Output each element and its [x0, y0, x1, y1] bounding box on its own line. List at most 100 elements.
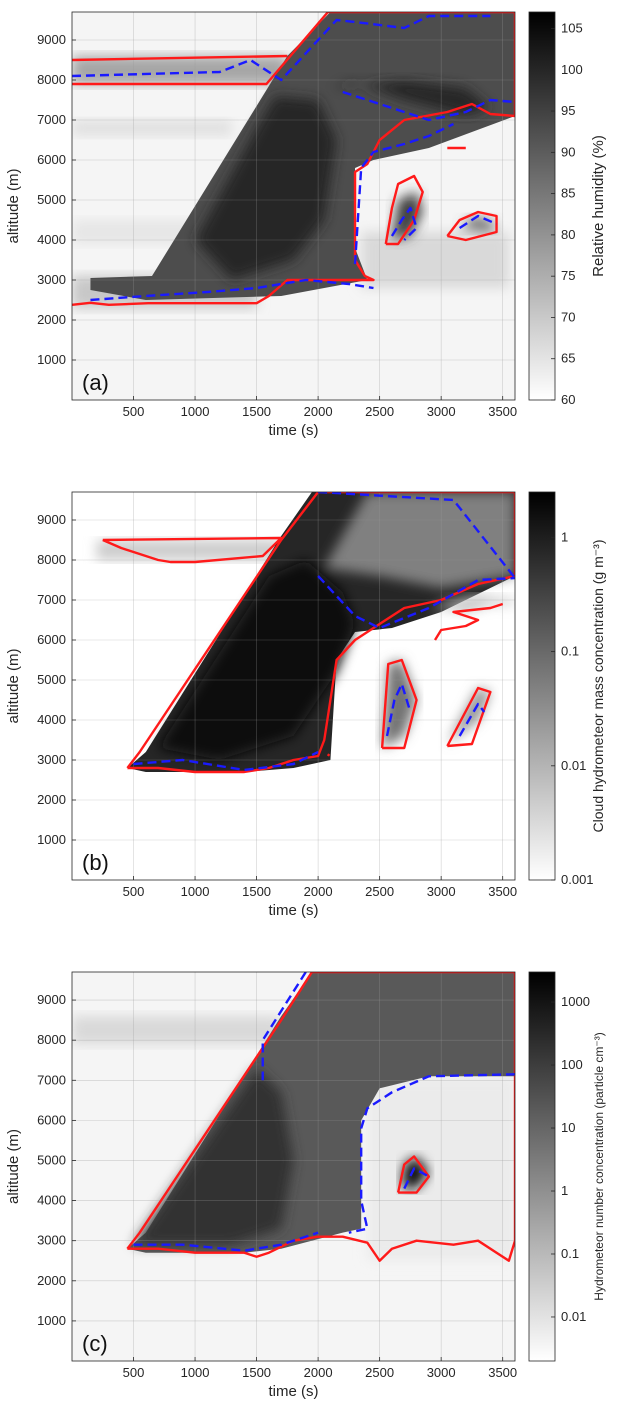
intensity-field — [428, 596, 515, 616]
blue-dashed-contour — [72, 14, 491, 82]
colorbar-tick-label: 60 — [561, 392, 575, 407]
panel-a: 500 1000 1500 2000 2500 3000 3500 1000 2000 3000 4… — [5, 11, 607, 439]
colorbar-tick-label: 0.1 — [561, 1246, 579, 1261]
red-contour — [384, 174, 424, 246]
y-tick-label: 7000 — [37, 1072, 66, 1087]
x-tick-label: 500 — [123, 404, 145, 419]
red-contour — [326, 753, 331, 757]
x-tick-label: 1000 — [181, 404, 210, 419]
x-tick-label: 3500 — [488, 1365, 517, 1380]
intensity-field — [330, 80, 491, 116]
colorbar — [528, 971, 556, 1362]
red-contour — [433, 602, 504, 641]
colorbar-label: Cloud hydrometeor mass concentration (g … — [590, 540, 606, 833]
red-contour — [126, 492, 515, 774]
y-tick-label: 6000 — [37, 1112, 66, 1127]
x-tick-label: 2500 — [365, 1365, 394, 1380]
blue-dashed-contour — [133, 750, 319, 772]
x-tick-label: 3500 — [488, 884, 517, 899]
blue-dashed-contour — [403, 1167, 430, 1190]
colorbar-tick-label: 105 — [561, 21, 583, 36]
axes-box — [71, 491, 516, 881]
x-tick-label: 2500 — [365, 884, 394, 899]
red-contour — [380, 658, 418, 750]
x-tick-label: 1500 — [242, 1365, 271, 1380]
colorbar — [528, 11, 556, 401]
y-tick-label: 1000 — [37, 1313, 66, 1328]
y-tick-label: 2000 — [37, 312, 66, 327]
x-axis-label: time (s) — [269, 1383, 319, 1400]
intensity-field — [459, 216, 497, 232]
y-tick-label: 5000 — [37, 192, 66, 207]
y-tick-label: 8000 — [37, 72, 66, 87]
colorbar-tick-label: 100 — [561, 62, 583, 77]
intensity-field — [133, 1068, 294, 1245]
y-tick-label: 6000 — [37, 632, 66, 647]
x-tick-label: 1500 — [242, 404, 271, 419]
y-tick-label: 4000 — [37, 232, 66, 247]
panel-b: 500 1000 1500 2000 2500 3000 3500 1000 2000 3000 4… — [5, 491, 606, 919]
colorbar-tick-label: 0.01 — [561, 1309, 586, 1324]
intensity-band — [361, 232, 509, 288]
red-contour — [446, 210, 498, 242]
y-tick-label: 2000 — [37, 792, 66, 807]
intensity-field — [195, 96, 337, 280]
x-tick-label: 2000 — [304, 884, 333, 899]
plot-area — [72, 492, 515, 880]
axes-box — [71, 11, 516, 401]
colorbar-tick-label: 70 — [561, 309, 575, 324]
x-tick-label: 2000 — [304, 1365, 333, 1380]
blue-dashed-contour — [318, 492, 515, 579]
colorbar-tick-label: 0.1 — [561, 644, 579, 659]
intensity-field — [447, 688, 491, 744]
x-tick-label: 500 — [123, 884, 145, 899]
colorbar-label: Relative humidity (%) — [590, 135, 607, 277]
red-contour — [396, 1155, 431, 1194]
y-tick-label: 8000 — [37, 1032, 66, 1047]
colorbar-tick-label: 0.01 — [561, 758, 586, 773]
blue-dashed-contour — [317, 575, 515, 630]
x-tick-label: 2500 — [365, 404, 394, 419]
x-tick-label: 3500 — [488, 404, 517, 419]
colorbar-tick-label: 1000 — [561, 994, 590, 1009]
red-contour — [72, 12, 515, 306]
colorbar-tick-label: 1 — [561, 1183, 568, 1198]
intensity-field — [382, 660, 417, 748]
y-tick-label: 9000 — [37, 32, 66, 47]
plot-area — [72, 12, 515, 400]
red-contour — [72, 54, 288, 62]
x-tick-label: 500 — [123, 1365, 145, 1380]
colorbar-tick-label: 0.001 — [561, 872, 594, 887]
red-contour — [102, 536, 283, 564]
x-tick-label: 3000 — [427, 404, 456, 419]
y-tick-label: 4000 — [37, 712, 66, 727]
blue-dashed-contour — [342, 90, 515, 122]
x-tick-label: 3000 — [427, 884, 456, 899]
y-tick-label: 2000 — [37, 1273, 66, 1288]
panel-c: 500 1000 1500 2000 2500 3000 3500 1000 2000 3000 4… — [5, 971, 606, 1400]
intensity-field — [158, 560, 356, 760]
x-tick-label: 1000 — [181, 884, 210, 899]
colorbar-tick-label: 100 — [561, 1057, 583, 1072]
panel-label: (c) — [82, 1331, 108, 1356]
x-axis-label: time (s) — [269, 902, 319, 919]
x-tick-label: 2000 — [304, 404, 333, 419]
y-axis-label: altitude (m) — [5, 1129, 22, 1204]
y-tick-label: 5000 — [37, 672, 66, 687]
y-tick-label: 7000 — [37, 592, 66, 607]
colorbar-tick-label: 80 — [561, 227, 575, 242]
y-tick-label: 1000 — [37, 832, 66, 847]
colorbar-tick-label: 75 — [561, 268, 575, 283]
x-axis-label: time (s) — [269, 422, 319, 439]
colorbar-tick-label: 90 — [561, 144, 575, 159]
panel-label: (b) — [82, 850, 109, 875]
intensity-band — [72, 1016, 282, 1045]
blue-dashed-contour — [458, 702, 486, 737]
blue-dashed-contour — [353, 122, 454, 265]
y-tick-label: 3000 — [37, 272, 66, 287]
colorbar-tick-label: 1 — [561, 529, 568, 544]
colorbar-tick-label: 85 — [561, 186, 575, 201]
blue-dashed-contour — [385, 682, 412, 737]
red-contour — [446, 686, 492, 748]
